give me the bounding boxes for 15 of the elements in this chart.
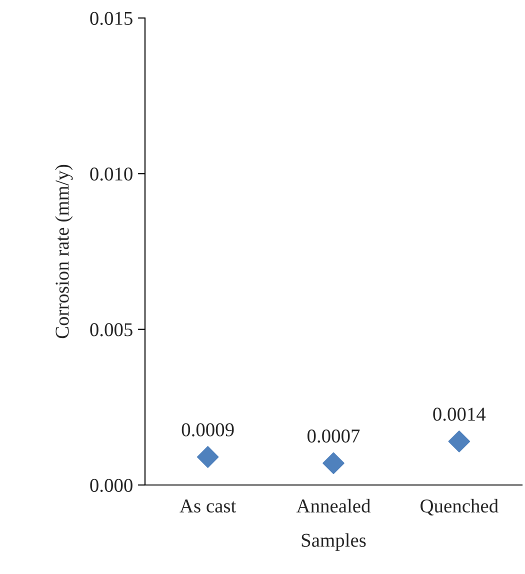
data-label: 0.0014: [433, 408, 486, 421]
x-tick-label: As cast: [180, 500, 236, 513]
y-tick-label: 0.000: [90, 478, 132, 492]
point: [322, 452, 344, 474]
x-tick-label: Annealed: [296, 498, 371, 513]
y-tick-label: 0.015: [90, 12, 132, 26]
point: [448, 430, 470, 452]
y-tick-label: 0.005: [90, 323, 132, 336]
x-tick-label: Quenched: [420, 498, 498, 516]
data-label: 0.0007: [308, 429, 360, 443]
point: [196, 446, 219, 468]
y-tick-label: 0.010: [90, 167, 132, 181]
y-axis-title: Corrosion rate (mm/y): [55, 164, 73, 338]
x-axis-title: Samples: [302, 533, 366, 551]
data-label: 0.0009: [182, 423, 234, 436]
